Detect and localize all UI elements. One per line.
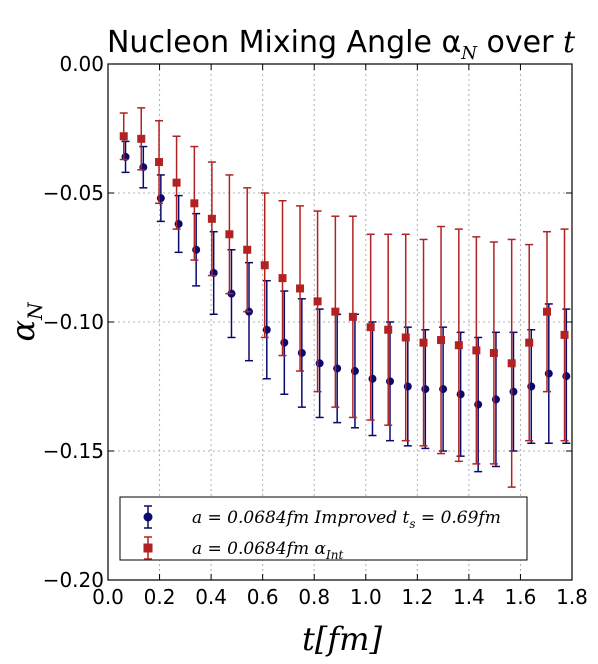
data-point xyxy=(260,261,269,270)
y-axis-label: αN xyxy=(4,301,47,342)
legend-label-0: a = 0.0684fm Improved ts = 0.69fm xyxy=(192,508,501,531)
data-point xyxy=(456,390,465,399)
legend-box xyxy=(119,496,528,561)
data-point xyxy=(454,341,463,350)
data-point xyxy=(280,338,289,347)
chart-title: Nucleon Mixing Angle αN over t xyxy=(107,25,576,64)
data-point xyxy=(507,359,516,368)
x-tick-label: 0.2 xyxy=(144,585,176,609)
x-tick-label: 1.6 xyxy=(505,585,537,609)
data-point xyxy=(156,194,165,203)
data-point xyxy=(348,312,357,321)
legend: a = 0.0684fm Improved ts = 0.69fm a = 0.… xyxy=(119,496,528,562)
x-axis-label: t[fm] xyxy=(302,620,383,658)
ticks: 0.0 0.2 0.4 0.6 0.8 1.0 1.2 1.4 1.6 1.8 0.00 −0.05 −… xyxy=(43,52,588,609)
data-point xyxy=(192,245,201,254)
data-point xyxy=(419,338,428,347)
data-point xyxy=(207,214,216,223)
series-layer xyxy=(119,107,571,488)
data-point xyxy=(278,274,287,283)
legend-label-1: a = 0.0684fm αInt xyxy=(192,539,343,562)
data-point xyxy=(225,230,234,239)
y-tick-label: −0.05 xyxy=(43,181,104,205)
data-point xyxy=(296,284,305,293)
data-point xyxy=(472,346,481,355)
y-tick-label: −0.15 xyxy=(43,439,104,463)
data-point xyxy=(421,385,430,394)
data-point xyxy=(401,333,410,342)
data-point xyxy=(368,374,377,383)
data-point xyxy=(474,400,483,409)
data-point xyxy=(509,387,518,396)
y-tick-label: −0.20 xyxy=(43,568,104,592)
x-tick-label: 1.8 xyxy=(556,585,588,609)
data-point xyxy=(172,178,181,187)
x-tick-label: 1.2 xyxy=(401,585,433,609)
data-point xyxy=(525,338,534,347)
data-point xyxy=(297,348,306,357)
data-point xyxy=(155,158,164,167)
y-tick-label: −0.10 xyxy=(43,310,104,334)
data-point xyxy=(562,372,571,381)
legend-marker-0 xyxy=(143,512,153,522)
data-point xyxy=(386,377,395,386)
legend-entry-0: a = 0.0684fm Improved ts = 0.69fm xyxy=(143,505,501,531)
data-point xyxy=(119,132,128,141)
series-1 xyxy=(119,107,569,488)
data-point xyxy=(437,336,446,345)
legend-marker-1 xyxy=(143,543,153,553)
x-tick-label: 0.4 xyxy=(195,585,227,609)
data-point xyxy=(542,307,551,316)
data-point xyxy=(384,325,393,334)
x-tick-label: 1.4 xyxy=(453,585,485,609)
data-point xyxy=(366,323,375,332)
x-tick-label: 0.6 xyxy=(247,585,279,609)
data-point xyxy=(137,134,146,143)
x-tick-label: 0.0 xyxy=(92,585,124,609)
x-tick-label: 1.0 xyxy=(350,585,382,609)
x-tick-label: 0.8 xyxy=(298,585,330,609)
data-point xyxy=(560,330,569,339)
y-tick-label: 0.00 xyxy=(59,52,104,76)
data-point xyxy=(190,199,199,208)
data-point xyxy=(489,348,498,357)
legend-entry-1: a = 0.0684fm αInt xyxy=(143,536,343,562)
data-point xyxy=(243,245,252,254)
data-point xyxy=(331,307,340,316)
data-point xyxy=(313,297,322,306)
data-point xyxy=(544,369,553,378)
data-point xyxy=(333,364,342,373)
